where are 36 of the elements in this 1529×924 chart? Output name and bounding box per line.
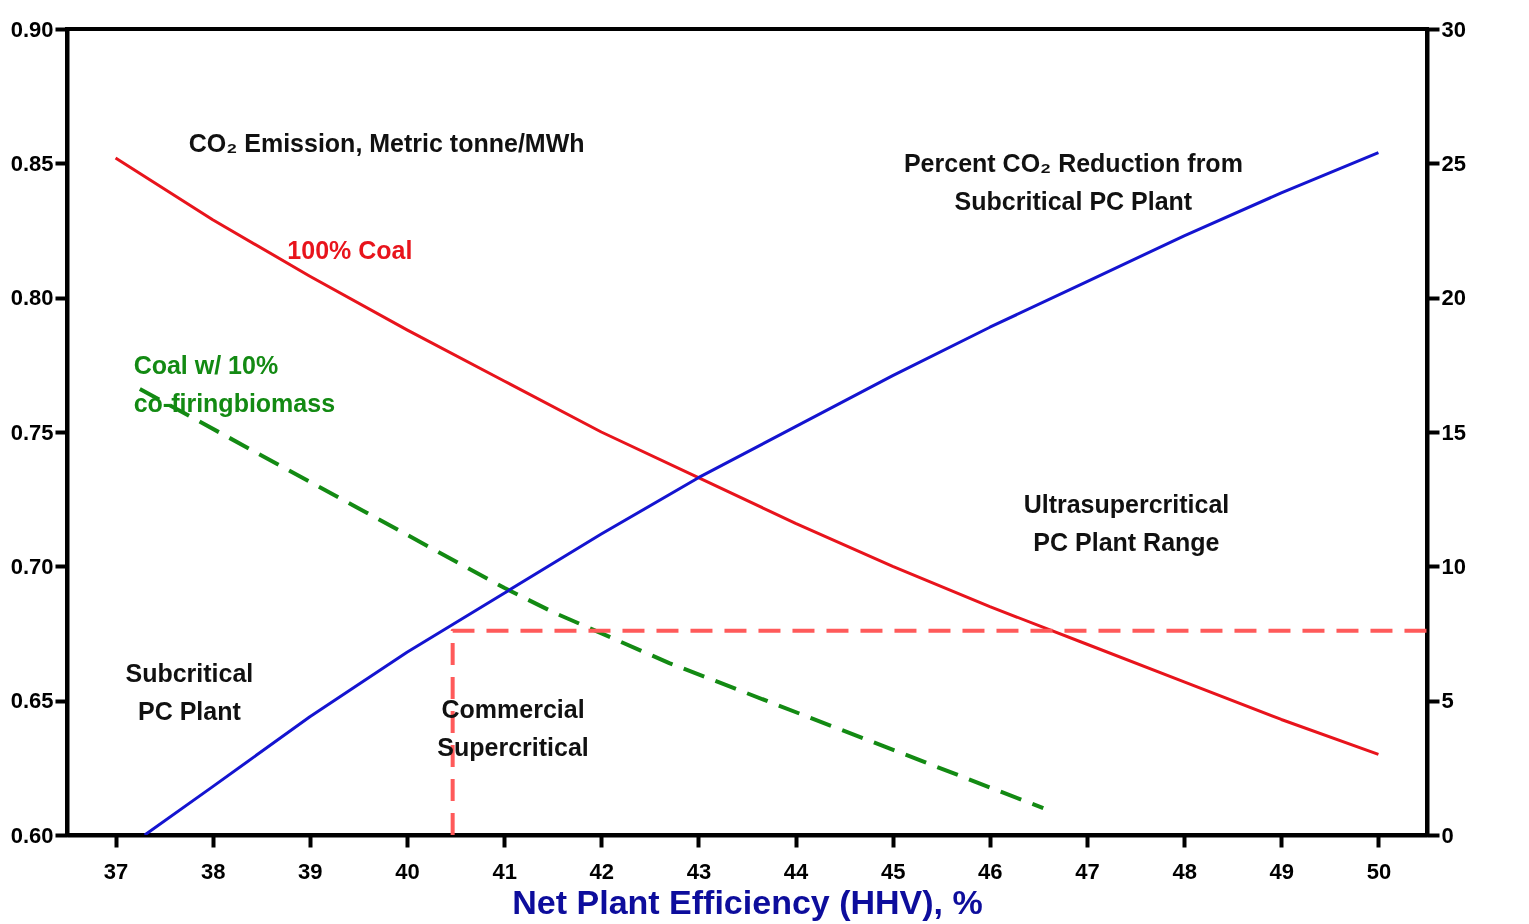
- y-tick-label: 0.60: [10, 822, 54, 848]
- y2-tick-label: 0: [1441, 822, 1454, 848]
- x-tick-label: 46: [978, 858, 1003, 884]
- annotation: Subcritical PC Plant: [125, 658, 254, 725]
- y2-tick-label: 20: [1441, 285, 1466, 311]
- y2-tick-label: 10: [1441, 553, 1466, 579]
- y-tick-label: 0.70: [10, 553, 54, 579]
- x-tick-label: 40: [395, 858, 420, 884]
- x-tick-label: 43: [686, 858, 712, 884]
- x-axis-title: Net Plant Efficiency (HHV), %: [512, 882, 983, 921]
- x-tick-label: 48: [1172, 858, 1197, 884]
- x-tick-label: 39: [298, 858, 323, 884]
- x-tick-label: 49: [1269, 858, 1295, 884]
- x-tick-label: 38: [200, 858, 226, 884]
- y2-tick-label: 25: [1441, 150, 1466, 176]
- annotation: Coal w/ 10% co-firingbiomass: [133, 350, 336, 417]
- y-tick-label: 0.75: [10, 419, 54, 445]
- x-tick-label: 45: [880, 858, 906, 884]
- x-tick-label: 50: [1366, 858, 1392, 884]
- x-tick-label: 37: [103, 858, 129, 884]
- annotation: Ultrasupercritical PC Plant Range: [1023, 489, 1230, 556]
- y-tick-label: 0.85: [10, 150, 54, 176]
- annotation: Percent CO₂ Reduction from Subcritical PC Plant: [903, 149, 1243, 216]
- annotation: Commercial Supercritical: [437, 695, 589, 762]
- annotation: 100% Coal: [287, 235, 413, 264]
- x-tick-label: 44: [783, 858, 810, 884]
- x-tick-label: 47: [1075, 858, 1100, 884]
- y-tick-label: 0.80: [10, 285, 54, 311]
- y-tick-label: 0.65: [10, 688, 54, 714]
- y2-tick-label: 15: [1441, 419, 1466, 445]
- annotation: CO₂ Emission, Metric tonne/MWh: [188, 129, 585, 158]
- y-tick-label: 0.90: [10, 16, 54, 42]
- y2-tick-label: 5: [1441, 688, 1454, 714]
- x-tick-label: 42: [589, 858, 615, 884]
- y2-tick-label: 30: [1441, 16, 1466, 42]
- x-tick-label: 41: [492, 858, 517, 884]
